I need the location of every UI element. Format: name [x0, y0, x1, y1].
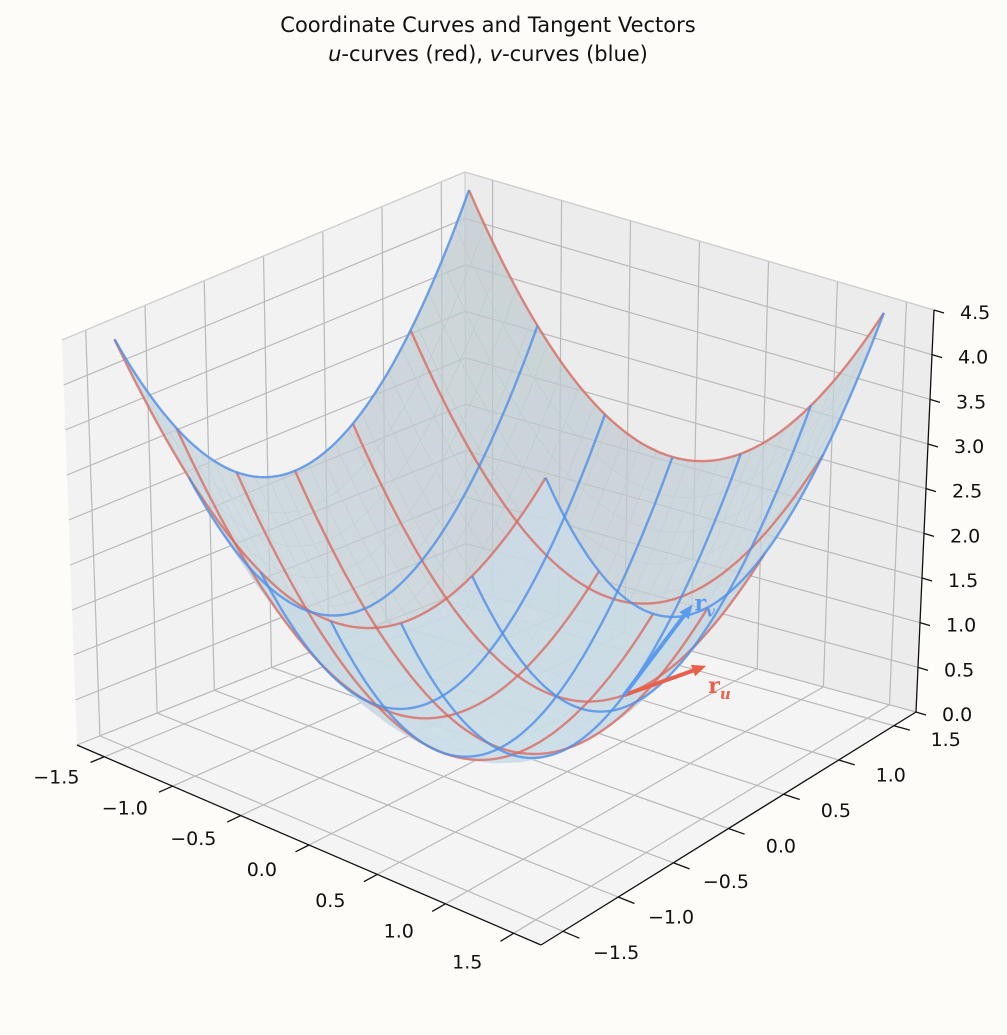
y-tick-label: −0.5	[703, 871, 749, 893]
z-tick	[931, 354, 943, 359]
y-tick	[728, 827, 745, 835]
z-tick-label: 4.0	[958, 347, 988, 369]
x-tick	[295, 844, 310, 853]
z-tick	[925, 488, 937, 493]
y-tick	[838, 759, 855, 766]
z-tick	[933, 309, 945, 314]
x-tick-label: 0.5	[315, 890, 345, 912]
x-tick-label: 1.0	[384, 921, 414, 943]
z-tick-label: 0.5	[944, 659, 974, 681]
z-tick-label: 0.0	[942, 704, 972, 726]
y-tick-label: −1.0	[648, 907, 694, 929]
v-curve	[399, 453, 742, 760]
z-tick	[921, 577, 933, 582]
y-tick-label: 1.0	[876, 765, 906, 787]
y-tick	[562, 930, 580, 939]
z-tick-label: 2.5	[952, 481, 982, 503]
z-tick-label: 4.5	[960, 302, 990, 324]
y-tick	[617, 896, 635, 905]
subtitle-u-rest: -curves (red),	[341, 42, 489, 66]
y-tick	[783, 793, 800, 801]
r-u-vector-head	[691, 664, 707, 677]
z-axis-line	[915, 309, 935, 713]
z-tick	[919, 622, 931, 627]
r-v-vector-head	[679, 604, 693, 620]
x-tick	[363, 873, 378, 883]
v-curve	[471, 405, 813, 713]
r-u-vector-shaft	[623, 668, 694, 698]
coordinate-curves	[113, 189, 886, 762]
subtitle-u: u	[328, 42, 341, 66]
x-tick	[500, 932, 515, 942]
v-curve	[544, 312, 886, 619]
y-tick	[673, 862, 690, 870]
z-tick	[923, 532, 935, 537]
z-tick	[917, 666, 929, 671]
z-tick-label: 3.0	[954, 436, 984, 458]
subtitle-v-rest: -curves (blue)	[502, 42, 648, 66]
y-tick-label: 0.5	[821, 800, 851, 822]
v-curve	[329, 456, 674, 758]
y-tick-label: −1.5	[593, 942, 639, 964]
x-tick	[158, 785, 173, 793]
pane-floor	[77, 590, 916, 945]
z-tick	[929, 398, 941, 403]
y-tick-label: 0.0	[766, 836, 796, 858]
z-tick	[915, 711, 927, 716]
v-curve	[113, 189, 471, 479]
z-tick-label: 2.0	[950, 525, 980, 547]
y-tick-label: 1.5	[931, 729, 961, 751]
chart-title: Coordinate Curves and Tangent Vectors	[280, 13, 695, 37]
x-tick	[226, 815, 242, 823]
x-tick-label: −1.0	[102, 797, 148, 819]
v-curve	[187, 325, 539, 617]
z-tick-label: 1.0	[946, 615, 976, 637]
x-tick	[431, 903, 446, 913]
x-tick-label: −1.5	[33, 766, 79, 788]
y-tick	[893, 725, 911, 731]
x-tick-label: 0.0	[247, 859, 277, 881]
chart-subtitle: u-curves (red), v-curves (blue)	[328, 42, 648, 66]
axis-ticks: −1.5 −1.0 −0.5 0.0 0.5 1.0 1.5 −1.5 −1.0 −0.5 0.0 0…	[33, 302, 990, 973]
r-v-label-subscript: v	[706, 602, 715, 620]
x-tick-label: −0.5	[170, 828, 216, 850]
r-v-vector-shaft	[622, 614, 686, 697]
x-tick-label: 1.5	[452, 951, 482, 973]
x-tick	[90, 756, 105, 763]
z-tick	[927, 443, 939, 448]
z-tick-label: 1.5	[948, 570, 978, 592]
r-u-label-subscript: u	[720, 685, 731, 703]
subtitle-v: v	[490, 42, 503, 66]
z-tick-label: 3.5	[956, 391, 986, 413]
v-curve	[259, 414, 607, 711]
axis-panes	[62, 172, 934, 945]
